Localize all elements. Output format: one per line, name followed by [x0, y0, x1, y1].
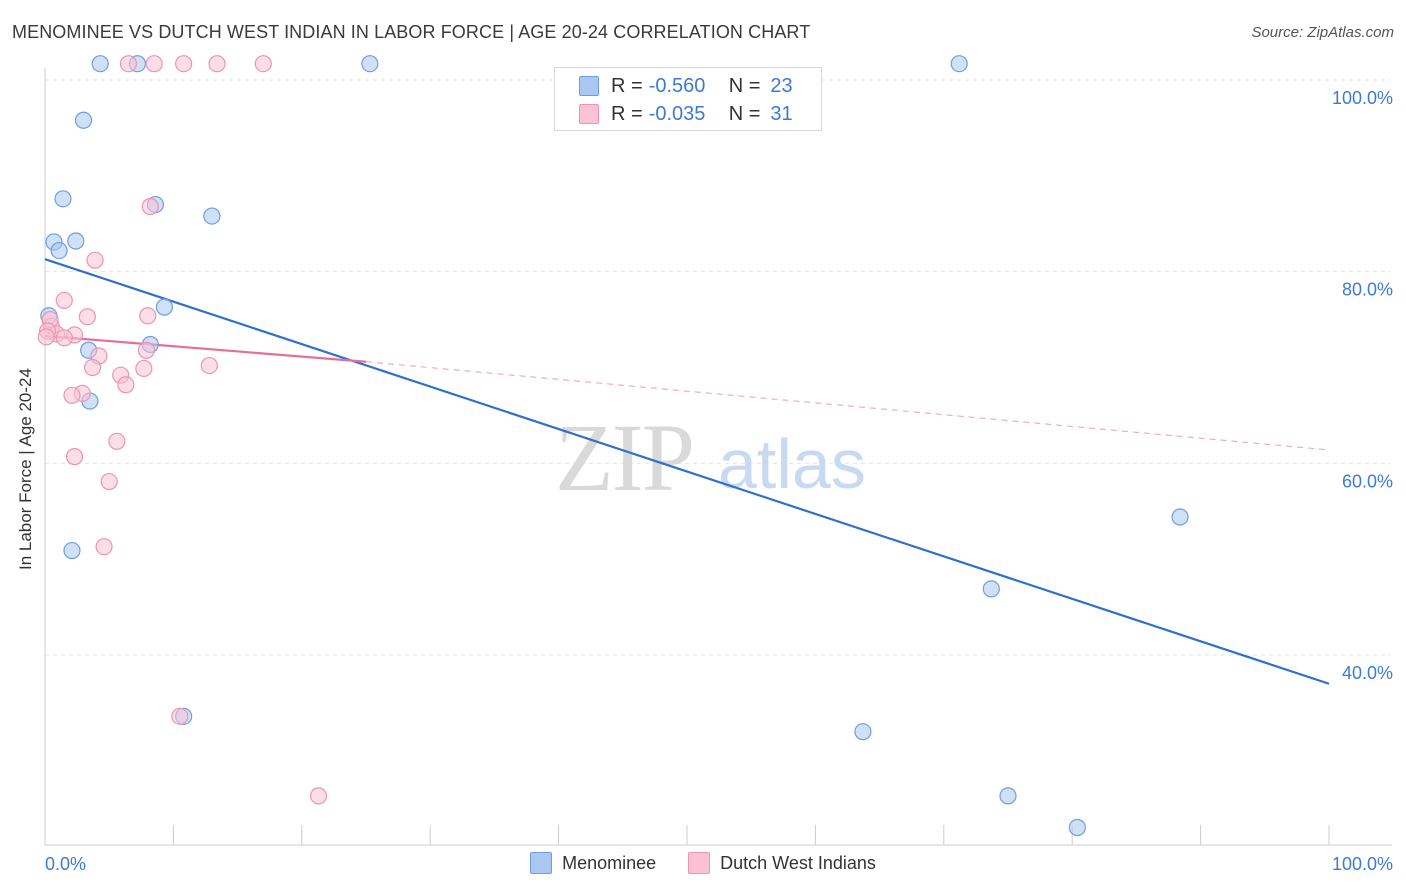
point-dutch-west-indians — [83, 358, 102, 377]
point-dutch-west-indians — [55, 329, 73, 347]
point-dutch-west-indians — [175, 55, 193, 73]
point-menominee — [203, 207, 221, 225]
point-menominee — [155, 298, 174, 316]
data-points — [37, 55, 1189, 837]
point-dutch-west-indians — [100, 472, 118, 491]
trend-line-menominee — [44, 258, 1330, 685]
point-dutch-west-indians — [171, 707, 189, 725]
point-menominee — [54, 190, 72, 208]
point-menominee — [63, 541, 81, 560]
dutch-west-indians-swatch — [688, 852, 711, 874]
point-dutch-west-indians — [63, 386, 81, 404]
point-menominee — [982, 580, 1000, 598]
point-dutch-west-indians — [135, 359, 153, 378]
point-dutch-west-indians — [137, 341, 156, 359]
r-label: R = — [611, 102, 643, 125]
point-menominee — [361, 55, 379, 73]
correlation-legend: R = -0.560 N = 23 R = -0.035 N = 31 — [554, 67, 822, 131]
source-label: Source: ZipAtlas.com — [1251, 24, 1394, 41]
point-menominee — [1171, 508, 1189, 526]
r-value: -0.035 — [648, 102, 706, 125]
point-dutch-west-indians — [55, 291, 73, 310]
legend-item-menominee: Menominee — [530, 852, 656, 874]
point-dutch-west-indians — [139, 307, 157, 325]
dutch-west-indians-swatch — [579, 104, 599, 124]
legend-label: Dutch West Indians — [720, 852, 876, 873]
x-tick-label: 0.0% — [45, 854, 86, 874]
point-menominee — [854, 723, 872, 741]
point-dutch-west-indians — [65, 448, 84, 466]
point-menominee — [1068, 818, 1086, 837]
y-tick-label: 80.0% — [1342, 280, 1393, 300]
n-label: N = — [728, 74, 761, 97]
point-dutch-west-indians — [141, 197, 159, 216]
watermark-zip: ZIP — [555, 404, 693, 511]
point-dutch-west-indians — [119, 55, 138, 73]
r-label: R = — [611, 74, 643, 97]
point-dutch-west-indians — [95, 538, 113, 556]
trend-lines — [44, 258, 1330, 685]
point-dutch-west-indians — [200, 356, 218, 375]
menominee-swatch — [579, 76, 599, 96]
n-value: 31 — [770, 102, 793, 125]
point-menominee — [74, 111, 93, 129]
point-dutch-west-indians — [86, 251, 104, 269]
point-dutch-west-indians — [145, 55, 163, 73]
n-label: N = — [728, 102, 761, 125]
n-value: 23 — [770, 74, 793, 97]
legend-label: Menominee — [562, 852, 657, 873]
watermark-atlas: atlas — [718, 425, 866, 503]
legend-row-dutch-west-indians: R = -0.035 N = 31 — [579, 102, 793, 126]
point-dutch-west-indians — [254, 55, 272, 73]
y-tick-label: 100.0% — [1332, 88, 1393, 108]
point-menominee — [50, 241, 68, 260]
point-menominee — [67, 232, 85, 250]
point-dutch-west-indians — [208, 55, 226, 73]
point-dutch-west-indians — [117, 376, 135, 394]
menominee-swatch — [530, 852, 553, 874]
trend-line-dutch-west-indians — [44, 334, 367, 363]
point-dutch-west-indians — [309, 787, 328, 805]
x-tick-label: 100.0% — [1332, 854, 1393, 874]
point-dutch-west-indians — [78, 308, 96, 326]
watermark: ZIP atlas — [555, 404, 866, 511]
tick-labels: 40.0% 60.0% 80.0% 100.0% 0.0% 100.0% — [45, 88, 1393, 874]
y-tick-label: 60.0% — [1342, 471, 1393, 491]
series-legend: Menominee Dutch West Indians — [0, 852, 1406, 874]
legend-row-menominee: R = -0.560 N = 23 — [579, 74, 793, 98]
chart-title: MENOMINEE VS DUTCH WEST INDIAN IN LABOR … — [12, 22, 811, 42]
r-value: -0.560 — [648, 74, 706, 97]
gridlines — [45, 79, 1391, 656]
legend-item-dutch-west-indians: Dutch West Indians — [688, 852, 876, 874]
point-dutch-west-indians — [37, 328, 55, 346]
point-menominee — [91, 55, 109, 73]
trend-line-dashed-dutch-west-indians — [365, 361, 1330, 451]
point-menominee — [999, 787, 1017, 805]
y-tick-label: 40.0% — [1342, 663, 1393, 683]
point-dutch-west-indians — [108, 432, 126, 450]
point-menominee — [950, 55, 968, 73]
